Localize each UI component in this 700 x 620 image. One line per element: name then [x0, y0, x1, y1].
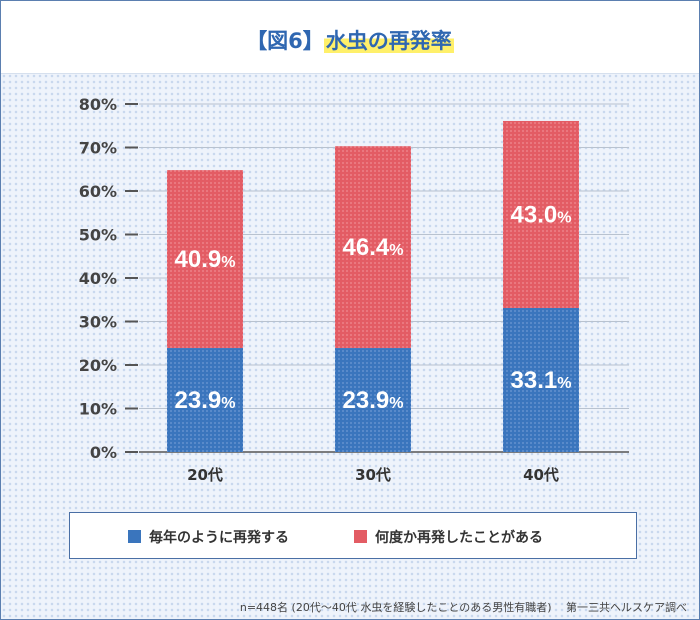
- y-tick-label-60: 60%: [79, 182, 117, 201]
- stacked-bar-chart: 0% 10% 20% 30% 40% 50% 60% 70% 80% 23.9% 40.9% 20代…: [79, 95, 629, 484]
- figure-number: 【図6】: [246, 29, 324, 53]
- data-label-several-2: 46.4%: [343, 234, 404, 261]
- y-tick-label-80: 80%: [79, 95, 117, 114]
- title-text: 水虫の再発率: [323, 29, 454, 53]
- y-tick-label-30: 30%: [79, 313, 117, 332]
- label-layer: 23.9% 40.9% 20代 23.9% 46.4% 30代 33.1% 43.0% 40代: [175, 201, 572, 484]
- bar-annual-2: [335, 348, 411, 452]
- data-label-several-1: 40.9%: [175, 246, 236, 273]
- x-tick-label-1: 20代: [187, 466, 223, 484]
- bar-annual-1: [167, 348, 243, 452]
- bar-annual-3: [503, 308, 579, 452]
- legend-swatch-blue: [128, 530, 141, 543]
- y-tick-label-20: 20%: [79, 356, 117, 375]
- y-tick-label-10: 10%: [79, 400, 117, 419]
- chart-title: 【図6】水虫の再発率: [1, 25, 699, 55]
- legend-item-several: 何度か再発したことがある: [354, 527, 543, 546]
- source-note: n=448名 (20代〜40代 水虫を経験したことのある男性有職者) 第一三共ヘ…: [239, 601, 687, 614]
- data-label-annual-1: 23.9%: [175, 387, 236, 414]
- legend-label-annual: 毎年のように再発する: [149, 530, 289, 546]
- legend-swatch-red: [354, 530, 367, 543]
- bar-several-3: [503, 120, 579, 309]
- bar-several-1: [167, 170, 243, 349]
- data-label-annual-3: 33.1%: [511, 367, 572, 394]
- x-tick-label-3: 40代: [523, 466, 559, 484]
- legend-item-annual: 毎年のように再発する: [128, 527, 289, 546]
- bar-several-2: [335, 146, 411, 349]
- y-tick-label-0: 0%: [90, 443, 117, 462]
- legend: 毎年のように再発する 何度か再発したことがある: [69, 512, 637, 559]
- y-tick-label-50: 50%: [79, 226, 117, 245]
- y-tick-label-70: 70%: [79, 139, 117, 158]
- data-label-annual-2: 23.9%: [343, 387, 404, 414]
- header: 【図6】水虫の再発率: [1, 1, 699, 74]
- data-label-several-3: 43.0%: [511, 201, 572, 228]
- bar-layer: [167, 120, 579, 452]
- x-tick-label-2: 30代: [355, 466, 391, 484]
- y-tick-label-40: 40%: [79, 269, 117, 288]
- legend-label-several: 何度か再発したことがある: [375, 530, 543, 546]
